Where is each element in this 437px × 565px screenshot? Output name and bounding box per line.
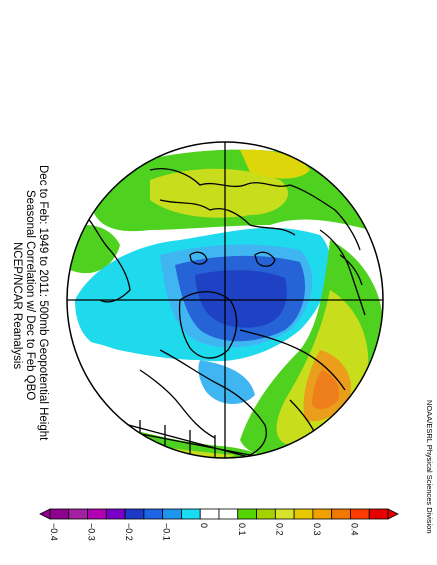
yellow-region-north-east: [240, 149, 310, 179]
colorbar-swatch: [312, 508, 333, 520]
coastline-eurasia-inner: [159, 199, 296, 236]
coastline-arctic-islands: [254, 251, 276, 267]
colorbar-tick-label: −0.4: [49, 523, 59, 541]
coastline-eurasia-north: [149, 168, 361, 251]
colorbar-swatch: [331, 508, 351, 520]
coastline-alaska: [239, 329, 346, 391]
colorbar-arrow-right: [387, 508, 399, 520]
colorbar-swatch: [143, 508, 164, 520]
colorbar-swatch: [237, 508, 257, 520]
coastline-asia-east: [319, 229, 366, 316]
colorbar-tick-label: 0.1: [237, 523, 247, 536]
colorbar-swatch: [293, 508, 314, 520]
colorbar-swatch: [68, 508, 88, 520]
colorbar: −0.4 −0.3 −0.2 −0.1 0 0.1 0.2 0.3 0.4: [39, 508, 399, 541]
title-line-3: NCEP/NCAR Reanalysis: [11, 242, 23, 370]
coastline-canada: [159, 349, 267, 456]
colorbar-tick-label: 0.3: [312, 523, 322, 536]
colorbar-arrow-left: [39, 508, 51, 520]
colorbar-swatch: [49, 508, 70, 520]
colorbar-swatch: [199, 508, 220, 520]
map-border: [66, 141, 384, 459]
colorbar-swatch: [218, 508, 239, 520]
coastlines: [84, 168, 366, 458]
negative-region-south: [198, 360, 255, 405]
title-line-1: Dec to Feb: 1949 to 2011: 500mb Geopoten…: [37, 165, 49, 441]
colorbar-tick-label: 0: [199, 523, 209, 528]
colorbar-swatch: [162, 508, 182, 520]
colorbar-swatch: [274, 508, 295, 520]
colorbar-swatch: [124, 508, 145, 520]
coastline-svalbard: [189, 251, 208, 265]
colorbar-tick-label: 0.4: [349, 523, 359, 536]
orange-dark-region-east: [312, 370, 340, 410]
colorbar-tick-label: 0.2: [274, 523, 284, 536]
colorbar-swatch: [350, 508, 370, 520]
colorbar-swatch: [256, 508, 276, 520]
title-line-2: Seasonal Correlation w/ Dec to Feb QBO: [24, 190, 36, 401]
colorbar-tick-label: −0.2: [124, 523, 134, 541]
yellow-region-north: [150, 168, 289, 218]
negative-region-dark-blue: [195, 270, 287, 328]
coastline-hudson: [139, 369, 216, 439]
credit-text: NOAA/ESRL Physical Sciences Division: [425, 400, 434, 534]
colorbar-swatch: [368, 508, 389, 520]
coastline-greenland: [178, 291, 238, 359]
colorbar-swatch: [87, 508, 107, 520]
colorbar-tick-label: −0.1: [162, 523, 172, 541]
coastline-kamchatka: [339, 254, 363, 286]
colorbar-swatch: [181, 508, 201, 520]
colorbar-swatch: [105, 508, 126, 520]
colorbar-tick-label: −0.3: [87, 523, 97, 541]
